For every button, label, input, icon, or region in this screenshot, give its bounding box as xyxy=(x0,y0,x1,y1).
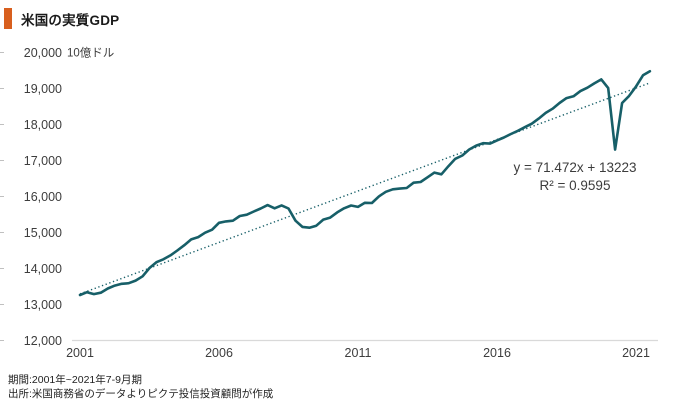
trendline-r2-label: R² = 0.9595 xyxy=(540,178,611,193)
x-axis-tick-label: 2006 xyxy=(205,346,233,360)
chart-title: 米国の実質GDP xyxy=(21,12,120,28)
y-axis-tick-label: 13,000 xyxy=(24,298,62,312)
trendline-equation-label: y = 71.472x + 13223 xyxy=(513,160,636,175)
title-accent-bar xyxy=(4,8,12,29)
x-axis-tick-label: 2021 xyxy=(622,346,650,360)
y-axis-tick-label: 18,000 xyxy=(24,118,62,132)
y-axis-tick-label: 16,000 xyxy=(24,190,62,204)
y-axis-tick-label: 15,000 xyxy=(24,226,62,240)
y-axis-tick-label: 12,000 xyxy=(24,334,62,348)
footer-period: 期間:2001年~2021年7-9月期 xyxy=(8,374,142,386)
x-axis-tick-label: 2001 xyxy=(66,346,94,360)
y-axis-tick-label: 20,000 xyxy=(24,46,62,60)
gdp-line-chart: 12,000 13,000 14,000 15,000 16,000 17,000 18,0… xyxy=(0,46,658,360)
chart-header: 米国の実質GDP xyxy=(4,8,119,29)
chart-footer: 期間:2001年~2021年7-9月期 出所:米国商務省のデータよりピクテ投信投… xyxy=(8,373,273,401)
y-axis-tick-label: 17,000 xyxy=(24,154,62,168)
y-axis-unit-label: 10億ドル xyxy=(67,47,114,60)
footer-source: 出所:米国商務省のデータよりピクテ投信投資顧問が作成 xyxy=(8,388,274,400)
y-axis-tick-label: 14,000 xyxy=(24,262,62,276)
y-axis-tick-label: 19,000 xyxy=(24,82,62,96)
x-axis-tick-label: 2016 xyxy=(483,346,511,360)
gdp-series-line xyxy=(78,70,652,297)
x-axis-tick-label: 2011 xyxy=(345,346,372,360)
